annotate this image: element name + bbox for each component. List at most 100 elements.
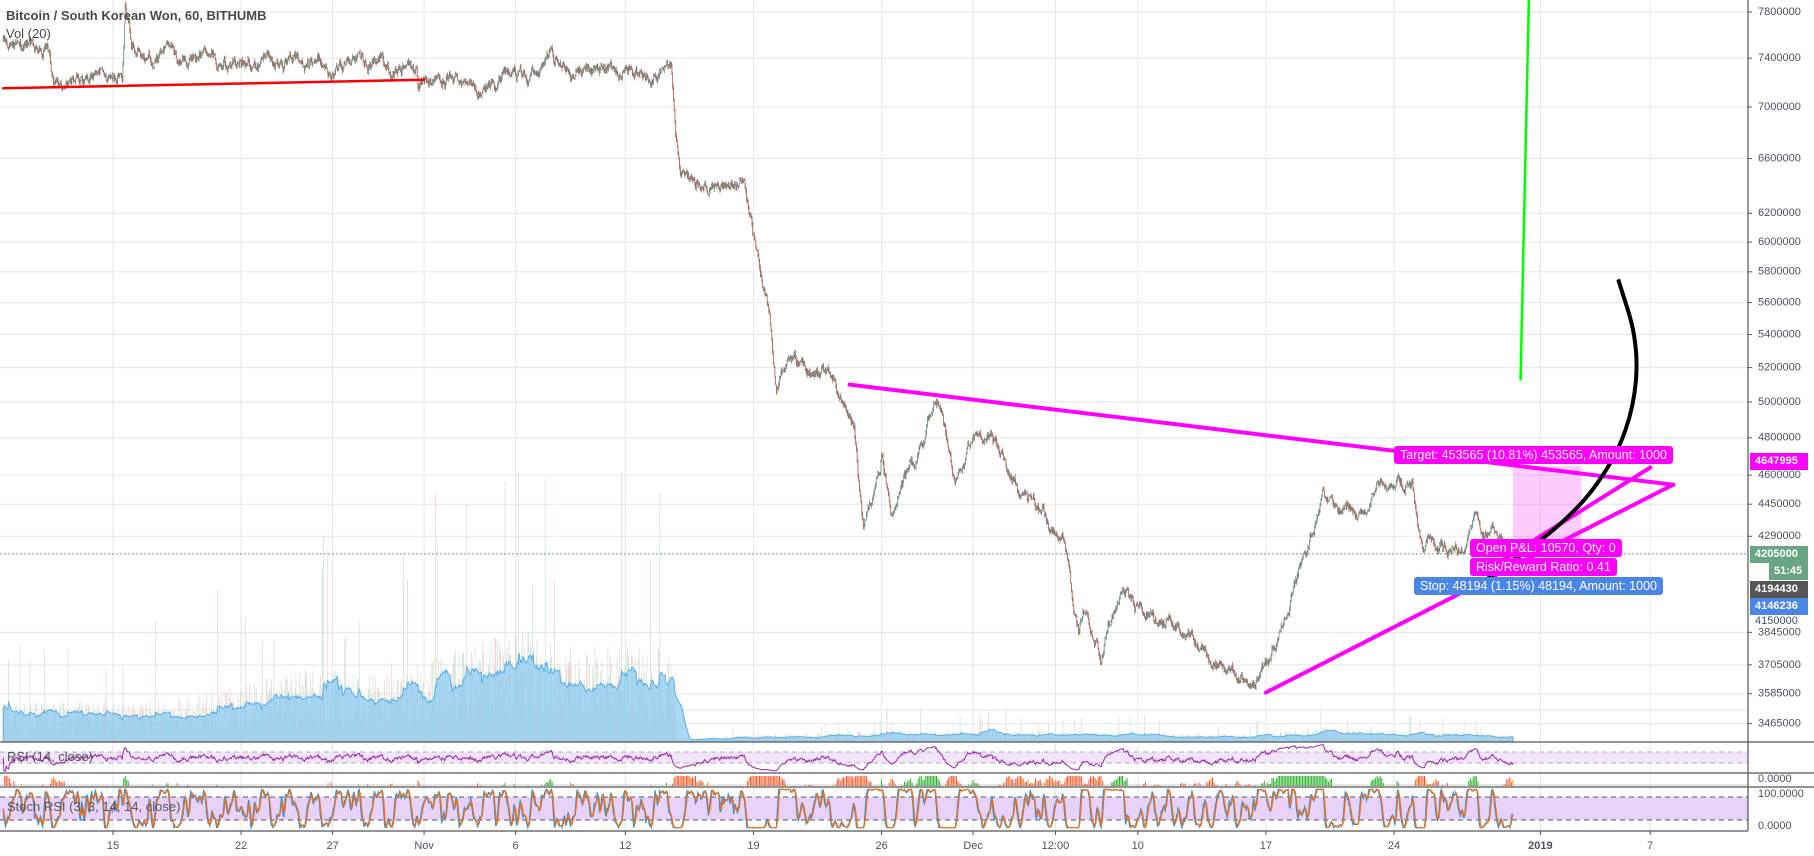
candle bbox=[763, 288, 765, 290]
candle bbox=[959, 469, 961, 471]
candle bbox=[110, 76, 112, 77]
candle bbox=[666, 62, 668, 66]
candle bbox=[496, 88, 497, 92]
candle bbox=[656, 78, 658, 80]
candle bbox=[683, 170, 685, 174]
candle bbox=[979, 431, 981, 436]
candle bbox=[150, 56, 151, 59]
candle bbox=[333, 74, 334, 78]
candle bbox=[1113, 612, 1114, 618]
candle bbox=[574, 75, 576, 79]
candle bbox=[454, 77, 455, 81]
candle bbox=[613, 68, 615, 69]
candle bbox=[857, 461, 859, 476]
candle bbox=[175, 52, 176, 54]
candle bbox=[551, 47, 552, 50]
candle bbox=[718, 184, 719, 186]
candle bbox=[1037, 506, 1039, 508]
candle bbox=[457, 76, 458, 82]
candle bbox=[661, 67, 663, 70]
candle bbox=[143, 55, 144, 59]
candle bbox=[420, 80, 422, 85]
candle bbox=[288, 58, 289, 60]
candle bbox=[3, 35, 5, 39]
candle bbox=[252, 66, 253, 70]
candle bbox=[124, 3, 126, 24]
candle bbox=[843, 404, 845, 405]
candle bbox=[631, 69, 633, 73]
candle bbox=[772, 340, 773, 353]
candle bbox=[1025, 492, 1027, 494]
candle bbox=[353, 57, 355, 58]
candle bbox=[591, 69, 593, 74]
candle bbox=[1070, 572, 1072, 583]
candle bbox=[41, 53, 43, 57]
candle bbox=[449, 73, 451, 76]
candle bbox=[380, 54, 381, 57]
candle bbox=[334, 71, 336, 75]
candle bbox=[1106, 632, 1107, 637]
candle bbox=[830, 376, 832, 378]
candle bbox=[195, 57, 197, 61]
candle bbox=[415, 67, 417, 73]
candle bbox=[86, 75, 88, 79]
candle bbox=[1015, 480, 1017, 485]
candle bbox=[936, 399, 938, 405]
candle bbox=[981, 437, 982, 440]
candle bbox=[609, 63, 611, 67]
candle bbox=[466, 81, 468, 82]
candle bbox=[766, 294, 767, 296]
candle bbox=[718, 185, 720, 189]
candle bbox=[1019, 494, 1020, 497]
candle bbox=[606, 66, 608, 71]
candle bbox=[927, 416, 929, 420]
candle bbox=[821, 369, 822, 373]
candle bbox=[296, 53, 298, 57]
candles-layer bbox=[2, 1, 1514, 691]
candle bbox=[518, 70, 519, 74]
candle bbox=[381, 54, 382, 55]
candle bbox=[680, 173, 682, 176]
candle bbox=[342, 66, 344, 72]
candle bbox=[522, 74, 523, 76]
candle bbox=[955, 477, 957, 482]
candle bbox=[89, 79, 90, 82]
candle bbox=[81, 76, 83, 78]
candle bbox=[432, 81, 434, 83]
candle bbox=[47, 47, 49, 53]
candle bbox=[541, 63, 543, 67]
candle bbox=[650, 81, 651, 85]
candle bbox=[755, 240, 757, 250]
candle bbox=[287, 59, 288, 62]
candle bbox=[156, 56, 158, 62]
candle bbox=[215, 59, 217, 64]
candle bbox=[249, 65, 251, 68]
candle bbox=[1058, 537, 1060, 539]
candle bbox=[698, 184, 699, 187]
candle bbox=[295, 56, 297, 58]
candle bbox=[744, 179, 745, 181]
candle bbox=[894, 508, 896, 511]
candle bbox=[352, 57, 354, 58]
candle bbox=[184, 56, 186, 60]
candle bbox=[483, 88, 484, 90]
candle bbox=[548, 54, 549, 56]
candle bbox=[203, 47, 205, 51]
candle bbox=[1116, 602, 1118, 609]
candle bbox=[1110, 624, 1111, 625]
candle bbox=[1109, 624, 1110, 625]
candle bbox=[130, 38, 132, 46]
candle bbox=[685, 173, 686, 176]
candle bbox=[28, 43, 29, 46]
candle bbox=[560, 62, 561, 67]
candle bbox=[1128, 589, 1129, 596]
candle bbox=[1008, 472, 1010, 474]
candle bbox=[192, 55, 194, 60]
candle bbox=[1029, 495, 1030, 497]
candle bbox=[1062, 534, 1064, 540]
candle bbox=[667, 65, 669, 70]
candle bbox=[21, 46, 22, 51]
candle bbox=[129, 21, 131, 30]
candle bbox=[38, 48, 40, 52]
